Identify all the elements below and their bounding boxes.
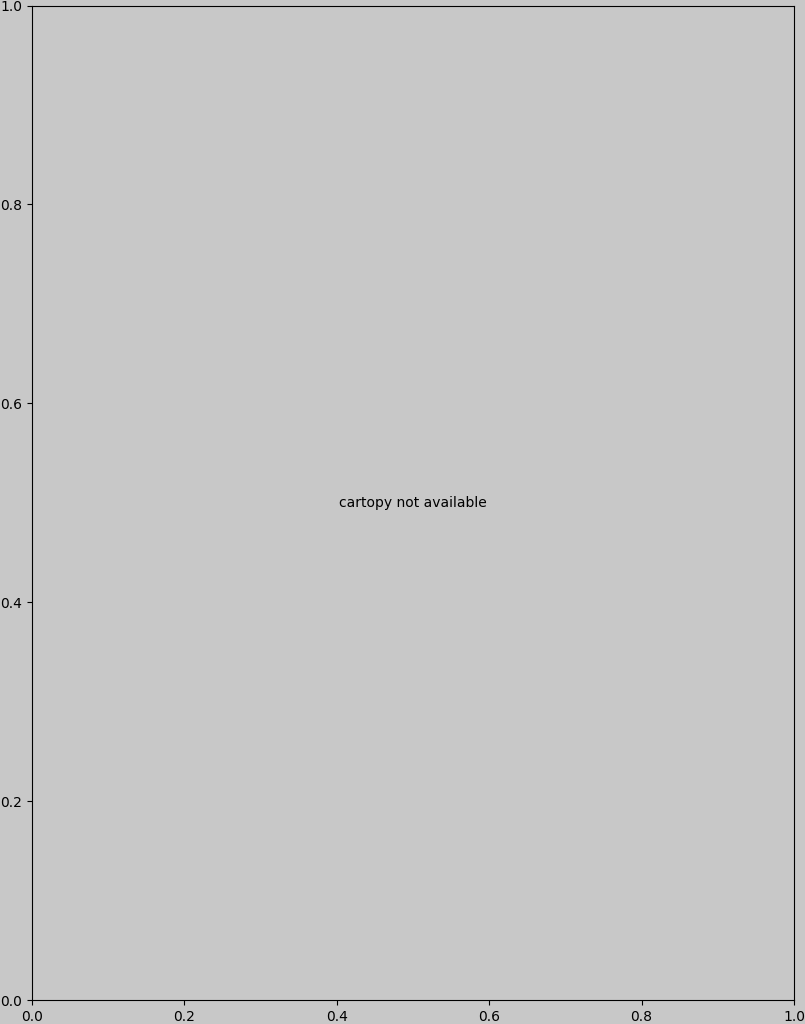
Text: cartopy not available: cartopy not available: [339, 496, 487, 510]
